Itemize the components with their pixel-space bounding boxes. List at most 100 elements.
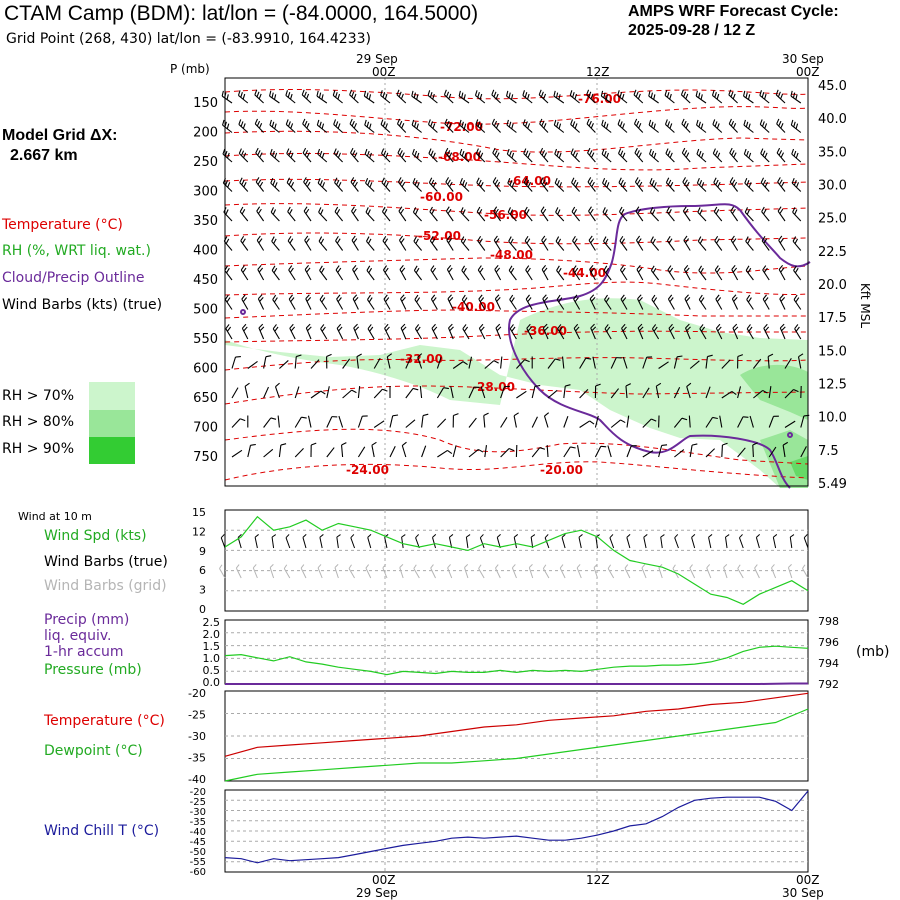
wind-barb [421, 413, 429, 428]
isotherm-label: -20.00 [540, 463, 583, 477]
wind-barb [650, 265, 660, 281]
axis-tick-label: 17.5 [818, 311, 847, 326]
wind-barb [452, 445, 457, 458]
axis-tick-label: 250 [193, 155, 218, 170]
wind-barb [509, 294, 517, 310]
wind-barb [592, 356, 596, 369]
axis-tick-label: 5.49 [818, 477, 847, 492]
wind-barb [793, 265, 802, 281]
wind-barb [305, 323, 312, 340]
wind-barb [335, 265, 344, 281]
wind-barb [468, 448, 484, 458]
wind-barb [319, 265, 328, 281]
wind-barb [541, 264, 549, 281]
wind-barb [573, 294, 581, 310]
wind-barb [784, 389, 799, 399]
wind-barb [437, 418, 447, 428]
wind-barb [383, 265, 391, 281]
wind-barb [649, 148, 659, 163]
wind-barb [231, 356, 241, 369]
wind-barb [697, 236, 707, 251]
wind-barb [743, 119, 754, 133]
wind-barb [695, 90, 707, 104]
legend-cloud-outline: Cloud/Precip Outline [2, 270, 145, 286]
wind-barb [635, 235, 644, 251]
wind-barb [712, 119, 723, 133]
wind-barb [617, 119, 628, 133]
wind-barb [713, 177, 723, 192]
wind-barb [381, 148, 391, 163]
wind-barb [506, 90, 517, 104]
isotherm-labels: -76.00 -72.00 -68.00 -64.00 -60.00 -56.0… [346, 92, 621, 477]
wind-barb [648, 90, 659, 104]
forecast-cycle-label: AMPS WRF Forecast Cycle: [628, 3, 839, 20]
wind-barb [524, 235, 533, 251]
axis-tick-label: -35 [190, 817, 206, 828]
wind-barb-grid [528, 564, 534, 579]
wind-barb [460, 207, 470, 222]
wind-barb [412, 148, 422, 163]
wind-barb [508, 265, 517, 281]
wind-barb [594, 383, 601, 399]
wind-barb [800, 446, 807, 458]
pressure-axis-label: P (mb) [170, 62, 210, 76]
wind-barb [294, 386, 300, 399]
rh-legend-70: RH > 70% [2, 388, 75, 404]
wind-barb [356, 353, 362, 369]
wind-barb [342, 389, 357, 399]
wind-barb [637, 323, 644, 340]
wind-barb [241, 294, 249, 310]
wind-barb [526, 323, 533, 340]
axis-tick-label: 45.0 [818, 79, 847, 94]
precip-panel-frame [224, 619, 809, 685]
model-grid-value: 2.667 km [10, 147, 78, 164]
wind-barb [279, 360, 289, 369]
wind-barb [587, 177, 596, 192]
wind-barb [428, 148, 438, 163]
wind-barb [531, 384, 541, 399]
wind-barb [303, 206, 312, 222]
wind-barb [516, 390, 527, 399]
wind-barb [247, 443, 256, 458]
wind-barb [508, 236, 517, 251]
wind-barb [540, 206, 549, 222]
wind-barb [673, 355, 683, 369]
wind-barb [594, 415, 599, 428]
wind-barb [389, 414, 399, 428]
axis-tick-label: -30 [188, 730, 206, 743]
wind-barb [316, 119, 328, 133]
wind-barb [698, 265, 707, 281]
wind-barb [223, 207, 233, 222]
wind-barb [674, 449, 685, 458]
model-grid-label: Model Grid ΔX: [2, 127, 118, 144]
forecast-cycle: AMPS WRF Forecast Cycle: 2025-09-28 / 12… [628, 2, 839, 40]
wind-barb [367, 294, 375, 310]
wind-barb [277, 415, 280, 428]
pressure-axis-tick: 792 [818, 678, 839, 691]
wind-barb [731, 294, 739, 310]
wind-barb [302, 147, 312, 163]
wind-barb [475, 119, 486, 133]
wind-barb [371, 441, 377, 458]
wind-barb [688, 415, 691, 428]
axis-tick-label: 500 [193, 303, 218, 318]
wind-barb [782, 441, 789, 458]
wind-barb [633, 118, 644, 133]
axis-tick-label: 1.5 [203, 640, 221, 653]
wind-barb [427, 90, 438, 104]
wind-barb [317, 148, 328, 163]
wind-barb [294, 416, 307, 428]
axis-tick-label: 30.0 [818, 179, 847, 194]
rh-swatch-70 [89, 382, 135, 410]
wind-barb [460, 236, 470, 251]
wind-barb [634, 177, 644, 192]
wind-barb-true [674, 534, 679, 549]
wind-barb [732, 323, 739, 340]
wind-barb [412, 207, 423, 222]
wind-barb-true [738, 534, 744, 549]
wind-barb [793, 294, 802, 310]
wind-barb [431, 323, 438, 340]
wind-barb [222, 119, 233, 133]
wind-barb [397, 147, 407, 163]
wind-panel-frame [224, 509, 809, 612]
